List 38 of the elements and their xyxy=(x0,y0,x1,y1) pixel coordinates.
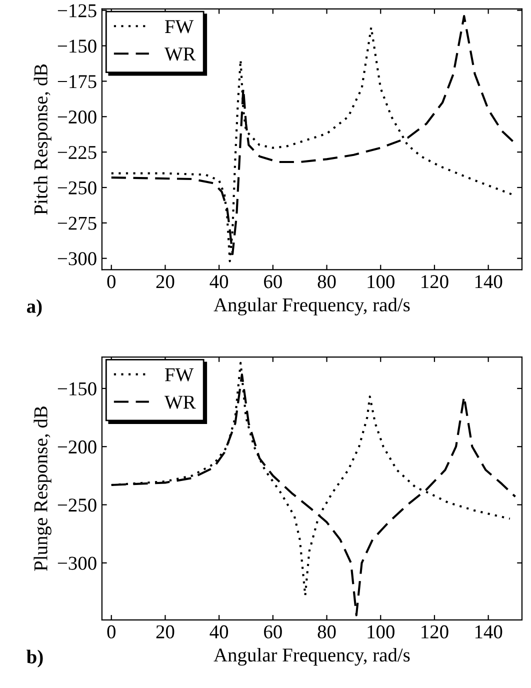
x-tick-label: 40 xyxy=(210,625,228,638)
y-tick-label: −250 xyxy=(58,181,96,194)
legend-label: FW xyxy=(165,20,194,34)
y-tick-label: −250 xyxy=(58,498,96,512)
x-tick-label: 80 xyxy=(318,275,336,288)
x-tick-label: 40 xyxy=(210,275,228,288)
x-tick-label: 100 xyxy=(368,625,394,638)
x-tick-label: 140 xyxy=(475,625,502,638)
x-tick-label: 20 xyxy=(156,275,174,288)
legend-label: WR xyxy=(164,396,196,409)
y-tick-label: −200 xyxy=(58,440,96,454)
y-axis-title: Pitch Response, dB xyxy=(34,64,52,215)
y-tick-label: −150 xyxy=(58,40,96,53)
y-tick-label: −175 xyxy=(58,75,96,88)
y-tick-label: −300 xyxy=(58,556,96,570)
y-tick-label: −275 xyxy=(58,216,96,230)
x-tick-label: 0 xyxy=(107,275,116,288)
x-tick-label: 60 xyxy=(264,625,282,638)
x-tick-label: 140 xyxy=(475,275,502,288)
text: b) xyxy=(26,650,43,668)
x-axis-title: Angular Frequency, rad/s xyxy=(214,648,410,666)
x-tick-label: 120 xyxy=(422,275,448,288)
y-tick-label: −150 xyxy=(58,382,96,396)
y-tick-label: −300 xyxy=(58,252,96,266)
x-tick-label: 0 xyxy=(107,625,116,638)
x-tick-label: 60 xyxy=(264,275,282,288)
legend-label: WR xyxy=(164,48,196,61)
x-tick-label: 20 xyxy=(156,625,174,638)
y-tick-label: −225 xyxy=(58,146,96,160)
x-tick-label: 80 xyxy=(318,625,336,638)
x-axis-title: Angular Frequency, rad/s xyxy=(214,298,410,316)
x-tick-label: 100 xyxy=(368,275,394,288)
legend-label: FW xyxy=(165,368,194,382)
text: a) xyxy=(26,299,42,317)
x-tick-label: 120 xyxy=(422,625,448,638)
y-axis-title: Plunge Response, dB xyxy=(34,406,52,571)
y-tick-label: −125 xyxy=(58,4,96,18)
y-tick-label: −200 xyxy=(58,110,96,124)
